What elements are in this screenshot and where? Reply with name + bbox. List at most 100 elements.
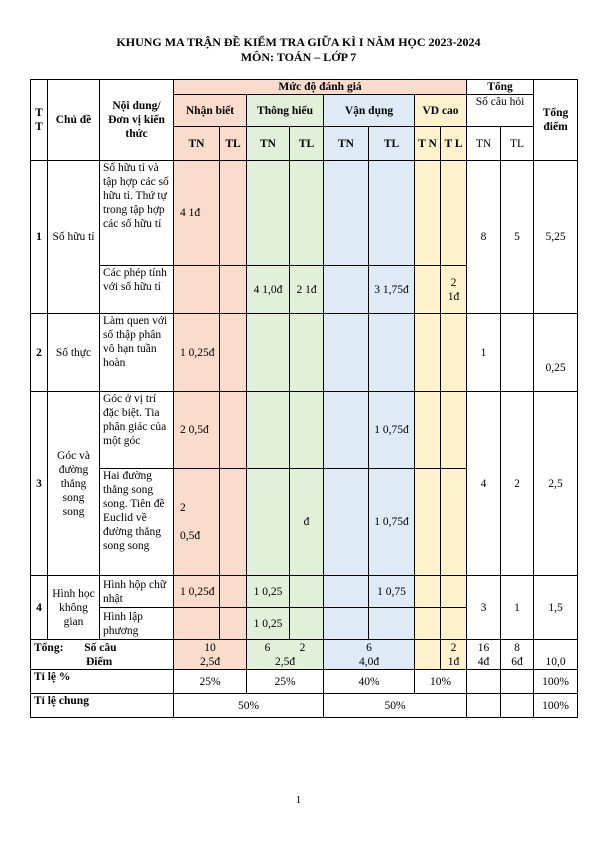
header-tong-diem: Tổng điểm	[533, 79, 579, 161]
header-nb-tl: TL	[219, 126, 247, 161]
totals-vd-points: 4,0đ	[358, 655, 380, 668]
topic-name: Góc và đường thẳng song song	[47, 391, 100, 576]
table-row: Các phép tính với số hữu tỉ 4 1,0đ 2 1đ …	[31, 265, 578, 314]
totals-vdc-count: 2	[450, 641, 457, 654]
cell-nb-tn: 2 0,5đ	[173, 468, 220, 576]
tong-tl: 2	[500, 391, 535, 576]
ratio-vd: 40%	[323, 669, 415, 694]
totals-tn-points: 4đ	[477, 655, 490, 668]
cell-nb-tn: 1 0,25đ	[173, 313, 220, 392]
tong-tn: 3	[466, 575, 502, 640]
cell-vd-tl: 1 0,75đ	[368, 391, 415, 469]
totals-row: Tổng: Số câu Điểm 10 2,5đ 6 2 2,5đ 6 4,0…	[30, 639, 579, 670]
tong-tn: 8	[466, 160, 502, 314]
unit-name: Hai đường thẳng song song. Tiên đề Eucli…	[99, 468, 174, 576]
tong-tl: 1	[500, 575, 535, 640]
topic-stt: 1	[30, 160, 48, 314]
totals-th-points: 2,5đ	[274, 655, 296, 668]
totals-nb-points: 2,5đ	[199, 655, 221, 668]
tong-tl	[500, 313, 535, 392]
totals-tl-count: 8	[514, 641, 520, 654]
table-row: 1 Số hữu tỉ Số hữu tỉ và tập hợp các số …	[30, 160, 579, 314]
ratio-th: 25%	[246, 669, 324, 694]
cell-th-tn: 1 0,25	[246, 607, 290, 640]
header-row-2: Nhận biết Thông hiểu Vận dụng VD cao Số …	[31, 94, 578, 127]
totals-tl: 8 6đ	[500, 639, 535, 670]
header-muc-do-danh-gia: Mức độ đánh giá	[172, 79, 468, 95]
header-so-cau-hoi: Số câu hỏi	[466, 94, 535, 127]
header-vdc-tl: T L	[439, 126, 468, 161]
cell-th-tl: 2 1đ	[289, 265, 324, 314]
header-van-dung: Vận dụng	[323, 94, 415, 127]
topic-stt: 2	[30, 313, 48, 392]
general-ratio-right: 50%	[322, 693, 468, 718]
totals-tl-points: 6đ	[511, 655, 523, 668]
cell-vd-tl: 3 1,75đ	[368, 265, 415, 314]
header-thong-hieu: Thông hiểu	[246, 94, 324, 127]
totals-nb-count: 10	[204, 641, 216, 654]
document-title: KHUNG MA TRẬN ĐỀ KIỂM TRA GIỮA KÌ I NĂM …	[116, 35, 481, 49]
header-vd-tl: TL	[368, 126, 415, 161]
totals-label-so-cau: Số câu	[84, 641, 117, 654]
table-row: 3 Góc và đường thẳng song song Góc ở vị …	[30, 391, 579, 576]
general-ratio-label: Tỉ lệ chung	[30, 693, 174, 718]
totals-label-diem: Điểm	[86, 655, 113, 668]
cell-vd-tl: 1 0,75	[368, 575, 415, 608]
header-vd-cao: VD cao	[413, 94, 468, 127]
header-vd-tn: TN	[323, 126, 369, 161]
cell-th-tl: đ	[289, 468, 324, 576]
unit-name: Hình lập phương	[99, 607, 174, 640]
topic-stt: 3	[30, 391, 48, 576]
ratio-label: Tỉ lệ %	[30, 669, 174, 694]
totals-tn-count: 16	[477, 641, 490, 654]
totals-tn: 16 4đ	[466, 639, 502, 670]
tong-diem: 1,5	[533, 575, 579, 640]
topic-name: Số thực	[47, 313, 100, 392]
unit-name: Góc ở vị trí đặc biệt. Tia phân giác của…	[99, 391, 174, 469]
header-tong: Tổng	[466, 79, 535, 95]
topic-name: Hình học không gian	[47, 575, 100, 640]
totals-label-tong: Tổng:	[34, 641, 64, 654]
tong-diem: 5,25	[533, 160, 579, 314]
header-nb-tn: TN	[173, 126, 220, 161]
cell-nb-tn: 4 1đ	[173, 160, 220, 266]
topic-stt: 4	[30, 575, 48, 640]
general-ratio-row: Tỉ lệ chung 50% 50% 100%	[30, 693, 579, 718]
totals-vd-count: 6	[366, 641, 372, 654]
table-row: Hai đường thẳng song song. Tiên đề Eucli…	[31, 468, 578, 576]
tong-tn: 1	[466, 313, 502, 392]
tong-diem: 2,5	[533, 391, 579, 576]
general-ratio-left: 50%	[173, 693, 324, 718]
totals-vdc: 2 1đ	[439, 639, 468, 670]
header-th-tl: TL	[289, 126, 324, 161]
cell-th-tn: 4 1,0đ	[246, 265, 290, 314]
unit-name: Hình hộp chữ nhật	[99, 575, 174, 608]
header-tong-tn: TN	[466, 126, 502, 161]
header-nhan-biet: Nhận biết	[173, 94, 247, 127]
unit-name: Các phép tính với số hữu tỉ	[99, 265, 174, 314]
header-chu-de: Chủ đề	[47, 79, 100, 161]
unit-name: Làm quen với số thập phân vô hạn tuần ho…	[99, 313, 174, 392]
topic-name: Số hữu tỉ	[47, 160, 100, 314]
general-ratio-total: 100%	[533, 693, 579, 718]
totals-th-tl-count: 2	[299, 641, 306, 654]
cell-th-tn: 1 0,25	[246, 575, 290, 608]
header-noi-dung: Nội dung/Đơn vị kiến thức	[99, 79, 174, 161]
table-row: 4 Hình học không gian Hình hộp chữ nhật …	[30, 575, 579, 640]
cell-vd-tl: 1 0,75đ	[368, 468, 415, 576]
cell-vdc-tl: 2 1đ	[439, 265, 468, 314]
document-subtitle: MÔN: TOÁN – LỚP 7	[240, 50, 357, 64]
assessment-matrix-table: T T Chủ đề Nội dung/Đơn vị kiến thức Mức…	[30, 79, 579, 718]
cell-nb-tn-points: 0,5đ	[180, 530, 201, 542]
tong-tn: 4	[466, 391, 502, 576]
totals-th: 6 2 2,5đ	[246, 639, 324, 670]
header-row-3: TN TL TN TL TN TL T N T L TN TL	[31, 126, 578, 161]
tong-diem: 0,25	[533, 313, 579, 392]
header-tt: T T	[30, 79, 48, 161]
totals-th-tn-count: 6	[264, 641, 271, 654]
tong-tl: 5	[500, 160, 535, 314]
cell-nb-tn: 1 0,25đ	[173, 575, 220, 608]
header-tong-tl: TL	[500, 126, 535, 161]
header-th-tn: TN	[246, 126, 290, 161]
header-vdc-tn: T N	[414, 126, 441, 161]
